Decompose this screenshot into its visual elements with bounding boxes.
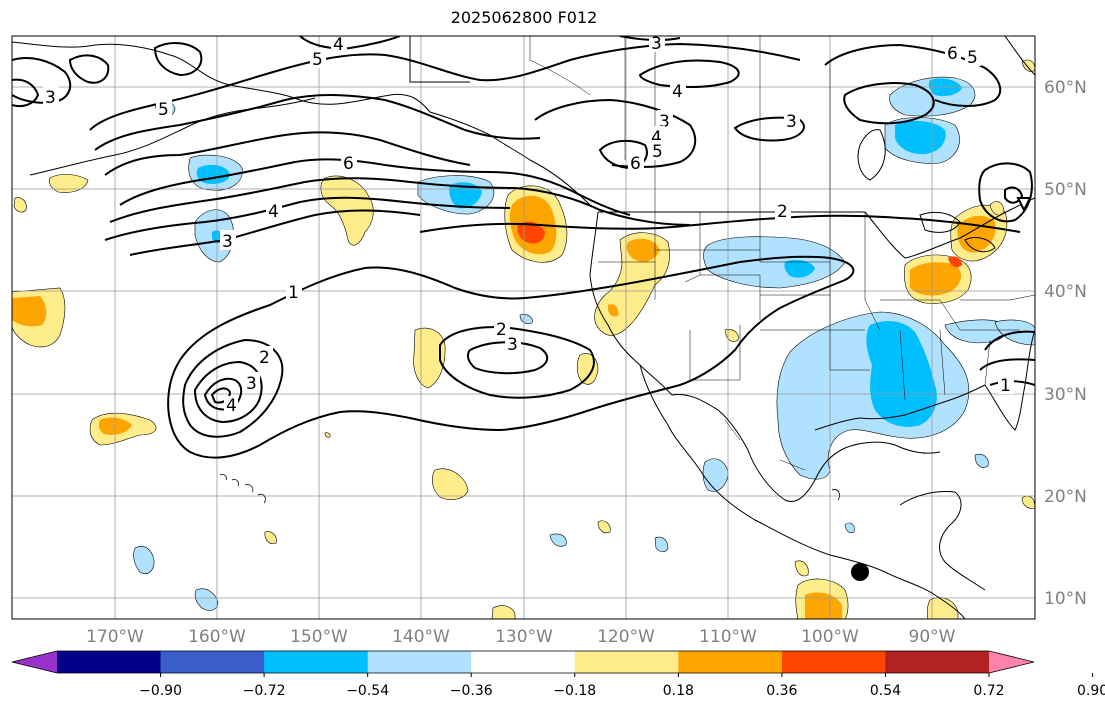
storm-marker-dot xyxy=(851,563,869,581)
colorbar-tick-labels: −0.90 −0.72 −0.54 −0.36 −0.18 0.18 0.36 0.54 0.7… xyxy=(139,673,1105,699)
contour-label: 4 xyxy=(651,128,662,148)
lon-label: 90°W xyxy=(909,627,956,647)
lon-label: 130°W xyxy=(495,627,553,647)
map-content: 1 2 3 2 3 4 6 4 3 2 3 5 5 4 xyxy=(12,34,1035,619)
lat-label: 40°N xyxy=(1044,282,1087,302)
contour-label: 4 xyxy=(672,82,683,102)
islands xyxy=(219,474,840,504)
colorbar-tick-label: −0.36 xyxy=(450,683,493,699)
contour-label: 5 xyxy=(652,142,663,162)
contour-lines xyxy=(12,36,1035,459)
colorbar-tick-label: −0.72 xyxy=(243,683,286,699)
contour-label: 3 xyxy=(786,112,797,132)
lon-label: 170°W xyxy=(86,627,144,647)
lon-label: 160°W xyxy=(188,627,246,647)
political-borders xyxy=(529,36,1035,471)
colorbar-tick-label: −0.90 xyxy=(139,683,182,699)
colorbar-segment xyxy=(160,651,265,673)
contour-label: 1 xyxy=(288,283,299,303)
colorbar-segment xyxy=(57,651,162,673)
contour-label: 4 xyxy=(333,35,344,55)
contour-label: 6 xyxy=(947,44,958,64)
lat-label: 50°N xyxy=(1044,180,1087,200)
contour-label: 3 xyxy=(246,374,257,394)
contour-label: 2 xyxy=(496,320,507,340)
colorbar-tick-label: 0.36 xyxy=(766,683,797,699)
orange-shading xyxy=(12,195,996,619)
latitude-labels: 60°N 50°N 40°N 30°N 20°N 10°N xyxy=(1044,78,1087,609)
lon-label: 100°W xyxy=(801,627,859,647)
colorbar-tick-label: 0.72 xyxy=(973,683,1004,699)
colorbar-tick-label: −0.18 xyxy=(553,683,596,699)
contour-label: 5 xyxy=(312,50,323,70)
map-frame xyxy=(11,35,1036,620)
colorbar-extend-high xyxy=(989,651,1034,673)
contour-label: 6 xyxy=(630,154,641,174)
colorbar-outline xyxy=(11,650,1035,674)
lon-label: 150°W xyxy=(290,627,348,647)
triangle-marker xyxy=(1016,197,1032,213)
colorbar-segment xyxy=(367,651,472,673)
contour-label: 4 xyxy=(226,396,237,416)
map-title: 2025062800 F012 xyxy=(450,8,598,27)
colorbar-tick-label: 0.54 xyxy=(870,683,901,699)
contour-label: 1 xyxy=(1000,376,1011,396)
contour-label: 3 xyxy=(222,232,233,252)
lat-label: 60°N xyxy=(1044,78,1087,98)
lat-label: 20°N xyxy=(1044,487,1087,507)
colorbar-segment xyxy=(678,651,783,673)
colorbar-segment xyxy=(264,651,369,673)
colorbar-segment xyxy=(471,651,576,673)
colorbar-segment xyxy=(885,651,990,673)
lat-label: 30°N xyxy=(1044,385,1087,405)
colorbar xyxy=(11,650,1035,674)
lon-label: 120°W xyxy=(597,627,655,647)
lat-label: 10°N xyxy=(1044,589,1087,609)
colorbar-tick-label: 0.90 xyxy=(1077,683,1105,699)
longitude-labels: 170°W 160°W 150°W 140°W 130°W 120°W 110°… xyxy=(86,627,956,647)
contour-label: 5 xyxy=(967,48,978,68)
lon-label: 110°W xyxy=(699,627,757,647)
contour-label: 4 xyxy=(268,202,279,222)
contour-label: 3 xyxy=(651,34,662,54)
lon-label: 140°W xyxy=(392,627,450,647)
contour-label: 3 xyxy=(659,112,670,132)
contour-label: 3 xyxy=(45,88,56,108)
contour-label: 3 xyxy=(507,335,518,355)
colorbar-segment xyxy=(781,651,886,673)
colorbar-extend-low xyxy=(12,651,57,673)
contour-label: 5 xyxy=(158,100,169,120)
contour-label: 6 xyxy=(343,154,354,174)
colorbar-segment xyxy=(574,651,679,673)
colorbar-tick-label: 0.18 xyxy=(663,683,694,699)
coastlines xyxy=(12,36,1035,619)
colorbar-tick-label: −0.54 xyxy=(346,683,389,699)
contour-label: 2 xyxy=(777,202,788,222)
blue-dark-shading xyxy=(196,78,962,427)
contour-label-group: 1 2 3 2 3 4 6 4 3 2 3 5 5 4 xyxy=(43,34,1014,416)
contour-label: 2 xyxy=(259,348,270,368)
